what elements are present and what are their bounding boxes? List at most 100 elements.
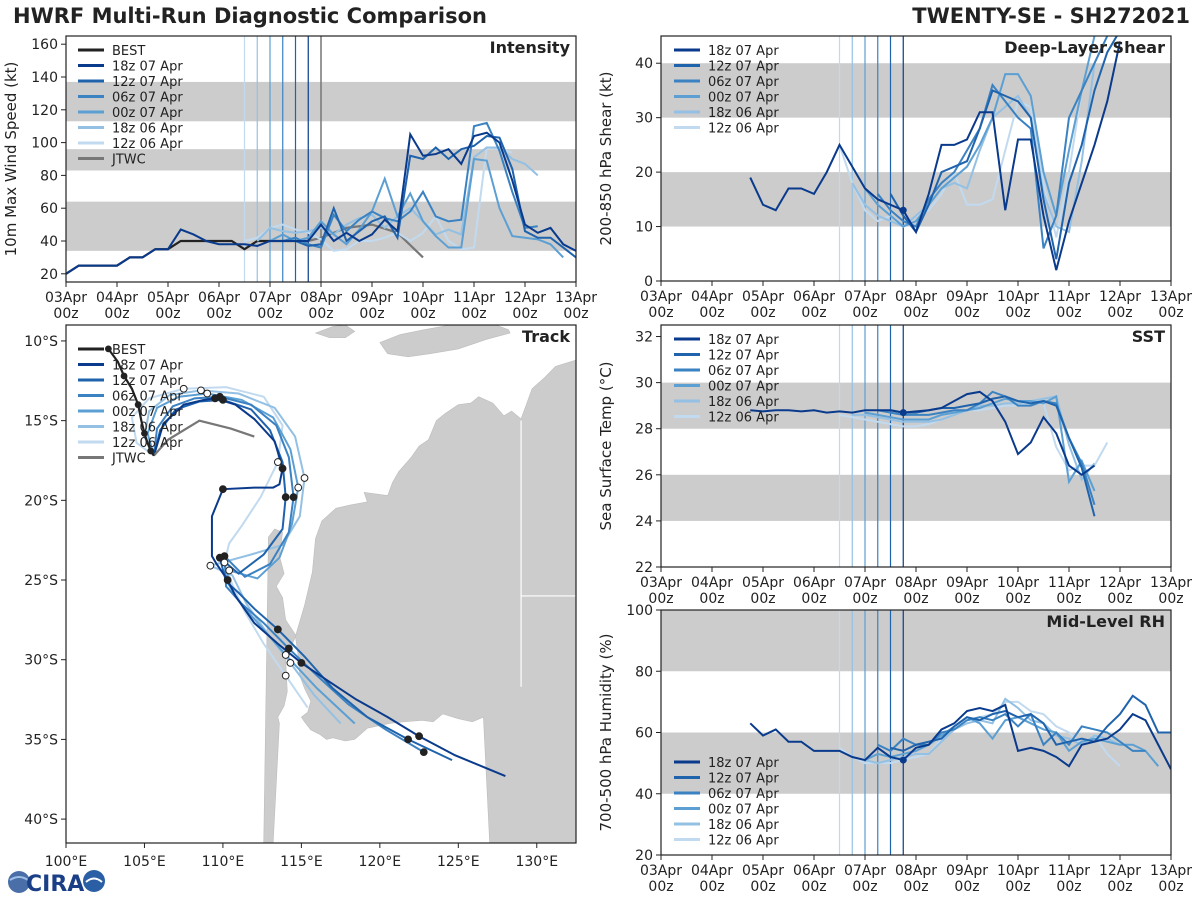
track-legend-label-00z-07-apr: 00z 07 Apr [112, 405, 183, 420]
intensity-xtick-label-hour: 00z [257, 306, 282, 322]
sst-xtick-label-hour: 00z [954, 591, 979, 607]
shear-xtick-label-hour: 00z [801, 305, 826, 321]
sst-ytick-label: 32 [635, 330, 653, 346]
intensity-xtick-label-hour: 00z [155, 306, 180, 322]
shear-series-18z-07-apr [749, 41, 1121, 271]
shear-series-12z-06-apr [838, 90, 1083, 238]
track-legend-label-18z-07-apr: 18z 07 Apr [112, 359, 183, 374]
sst-xtick-label-hour: 00z [1056, 591, 1081, 607]
track-marker-12z-06-apr [281, 671, 290, 680]
intensity-legend-label-jtwc: JTWC [111, 153, 146, 168]
rh-ytick-label: 60 [635, 726, 653, 742]
track-ytick-label: 20°S [24, 493, 58, 509]
intensity-ytick-label: 140 [31, 70, 58, 86]
intensity-panel-title: Intensity [490, 38, 571, 57]
rh-shaded-band [661, 610, 1171, 672]
shear-xtick-label-hour: 00z [750, 305, 775, 321]
shear-init-point-18z-07-apr [899, 206, 907, 214]
agency-seal-icon [83, 870, 105, 892]
track-marker-18z-07-apr [297, 658, 306, 667]
track-xtick-label: 110°E [202, 854, 245, 870]
track-marker-18z-07-apr [278, 464, 287, 473]
intensity-ytick-label: 60 [40, 201, 58, 217]
rh-ylabel: 700-500 hPa Humidity (%) [597, 633, 615, 831]
shear-series-06z-07-apr [876, 36, 1109, 249]
intensity-series-18z-07-apr [66, 131, 576, 275]
sst-xtick-label-hour: 00z [648, 591, 673, 607]
shear-plot-area [661, 36, 1171, 281]
rh-xtick-label-hour: 00z [699, 879, 724, 895]
track-line-best [107, 348, 155, 457]
shear-xtick-label-hour: 00z [1107, 305, 1132, 321]
intensity-xtick-label-date: 05Apr [147, 290, 189, 306]
rh-xtick-label-date: 08Apr [895, 863, 937, 879]
rh-xtick-label-hour: 00z [1005, 879, 1030, 895]
sst-series-00z-07-apr [864, 394, 1096, 492]
track-line-00z-07-apr [146, 392, 356, 725]
track-legend-label-12z-07-apr: 12z 07 Apr [112, 374, 183, 389]
rh-xtick-label-date: 04Apr [691, 863, 733, 879]
rh-xtick-label-date: 13Apr [1150, 863, 1192, 879]
rh-xtick-label-hour: 00z [852, 879, 877, 895]
track-marker-06z-07-apr [284, 644, 293, 653]
rh-legend-label-06z-07-apr: 06z 07 Apr [708, 787, 779, 802]
intensity-xtick-label-date: 07Apr [249, 290, 291, 306]
intensity-series-00z-07-apr [269, 157, 564, 259]
intensity-xtick-label-date: 12Apr [504, 290, 546, 306]
rh-plot-area [661, 610, 1171, 855]
intensity-legend-label-best: BEST [112, 44, 145, 59]
intensity-legend-label-00z-07-apr: 00z 07 Apr [112, 106, 183, 121]
figure-title: HWRF Multi-Run Diagnostic Comparison [13, 4, 488, 28]
intensity-ylabel: 10m Max Wind Speed (kt) [2, 62, 20, 257]
shear-ytick-label: 30 [635, 111, 653, 127]
shear-xtick-label-date: 10Apr [997, 289, 1039, 305]
sst-xtick-label-date: 09Apr [946, 575, 988, 591]
intensity-ytick-label: 120 [31, 103, 58, 119]
track-marker-00z-07-apr [225, 566, 234, 575]
track-marker-18z-07-apr [223, 576, 232, 584]
track-ytick-label: 10°S [24, 334, 58, 350]
intensity-xtick-label-date: 06Apr [198, 290, 240, 306]
rh-series-06z-07-apr [877, 712, 1146, 753]
intensity-ytick-label: 80 [40, 168, 58, 184]
shear-xtick-label-hour: 00z [1005, 305, 1030, 321]
sst-xtick-label-date: 05Apr [742, 575, 784, 591]
shear-ytick-label: 0 [644, 274, 653, 290]
track-map: 100°E 105°E 110°E 115°E 120°E 125°E 130°E 10°S 1… [24, 324, 577, 870]
track-line-12z-07-apr [152, 398, 453, 762]
track-marker-best [147, 447, 155, 455]
rh-legend-label-12z-06-apr: 12z 06 Apr [708, 834, 779, 849]
shear-chart: 01020304003Apr00z04Apr00z05Apr00z06Apr00… [597, 35, 1192, 321]
intensity-plot-area [66, 36, 576, 282]
rh-legend-label-00z-07-apr: 00z 07 Apr [708, 803, 779, 818]
track-marker-06z-07-apr [289, 493, 298, 502]
shear-ytick-label: 20 [635, 165, 653, 181]
shear-series-12z-07-apr [889, 36, 1118, 260]
shear-shaded-band [661, 172, 1171, 227]
rh-xtick-label-hour: 00z [1107, 879, 1132, 895]
track-marker-18z-07-apr [219, 485, 227, 494]
track-xtick-label: 100°E [45, 854, 88, 870]
rh-legend-label-18z-07-apr: 18z 07 Apr [708, 756, 779, 771]
sumba-island [314, 325, 356, 339]
shear-legend-label-18z-07-apr: 18z 07 Apr [708, 44, 779, 59]
sst-init-point-18z-07-apr [899, 409, 907, 417]
track-ytick-label: 15°S [24, 414, 58, 430]
sst-legend-label-12z-06-apr: 12z 06 Apr [708, 411, 779, 426]
intensity-series-12z-06-apr [244, 146, 513, 252]
logo-text: CIRA [26, 872, 84, 897]
sst-chart: 22242628303203Apr00z04Apr00z05Apr00z06Ap… [597, 324, 1192, 607]
rh-xtick-label-date: 03Apr [640, 863, 682, 879]
intensity-series-06z-07-apr [282, 121, 538, 249]
sst-xtick-label-hour: 00z [1158, 591, 1183, 607]
track-marker-00z-07-apr [294, 483, 303, 492]
track-legend-label-12z-06-apr: 12z 06 Apr [112, 436, 183, 451]
track-marker-12z-06-apr [179, 384, 188, 393]
shear-xtick-label-hour: 00z [648, 305, 673, 321]
intensity-xtick-label-hour: 00z [410, 306, 435, 322]
sst-legend-label-18z-06-apr: 18z 06 Apr [708, 395, 779, 410]
sst-ytick-label: 24 [635, 514, 653, 530]
intensity-legend-label-18z-07-apr: 18z 07 Apr [112, 60, 183, 75]
track-line-12z-06-apr [130, 386, 309, 709]
rh-series-00z-07-apr [864, 716, 1160, 767]
